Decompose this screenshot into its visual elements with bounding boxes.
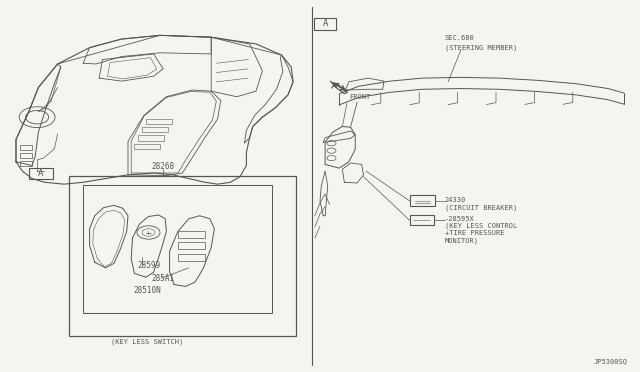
Bar: [138, 135, 164, 141]
Bar: [314, 18, 336, 30]
Bar: [146, 119, 172, 124]
Bar: [29, 168, 53, 179]
Text: FRONT: FRONT: [349, 94, 371, 100]
Text: 28268: 28268: [152, 162, 175, 171]
Bar: [178, 254, 205, 261]
Bar: [410, 215, 434, 225]
Text: A: A: [323, 19, 328, 28]
Text: -28595X: -28595X: [445, 216, 474, 222]
Bar: [83, 185, 272, 313]
Text: (STEERING MEMBER): (STEERING MEMBER): [445, 44, 517, 51]
Text: 28510N: 28510N: [133, 286, 161, 295]
Text: SEC.680: SEC.680: [445, 35, 474, 41]
Bar: [410, 195, 435, 206]
Bar: [178, 231, 205, 238]
Bar: [134, 144, 160, 149]
Text: +TIRE PRESSURE: +TIRE PRESSURE: [445, 230, 504, 236]
Text: (KEY LESS CONTROL: (KEY LESS CONTROL: [445, 222, 517, 229]
Bar: [20, 153, 32, 158]
Bar: [142, 127, 168, 132]
Text: A: A: [38, 169, 44, 178]
Text: (CIRCUIT BREAKER): (CIRCUIT BREAKER): [445, 204, 517, 211]
Bar: [20, 145, 32, 150]
Text: (KEY LESS SWITCH): (KEY LESS SWITCH): [111, 338, 183, 345]
Text: JP5300SQ: JP5300SQ: [593, 358, 627, 364]
Text: 28599: 28599: [138, 262, 161, 270]
Text: 24330: 24330: [445, 197, 466, 203]
Bar: [178, 242, 205, 249]
Bar: [20, 161, 32, 166]
Text: MONITOR): MONITOR): [445, 237, 479, 244]
Bar: [69, 176, 296, 336]
Text: 285A1: 285A1: [152, 274, 175, 283]
